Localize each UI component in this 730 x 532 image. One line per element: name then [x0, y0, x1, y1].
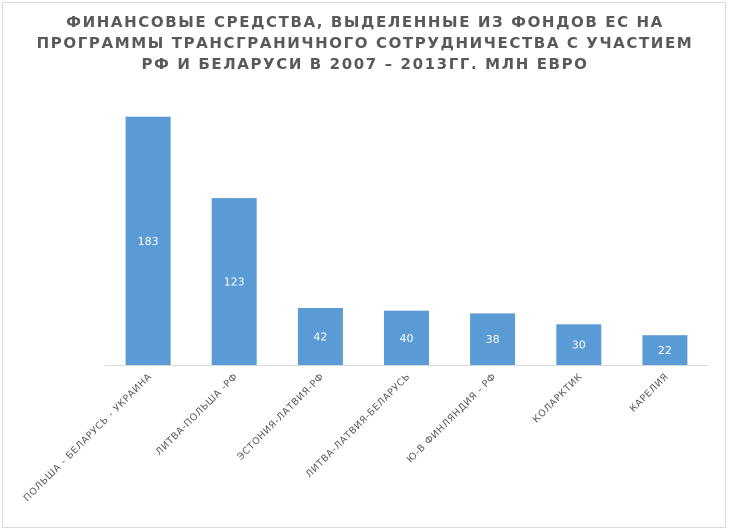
chart-title: ФИНАНСОВЫЕ СРЕДСТВА, ВЫДЕЛЕННЫЕ ИЗ ФОНДО…	[0, 12, 730, 75]
category-label-5: Ю-В ФИНЛЯНДИЯ - РФ	[405, 371, 499, 465]
category-label-7: КАРЕЛИЯ	[628, 371, 671, 414]
bar-7	[642, 335, 688, 365]
category-label-3: ЭСТОНИЯ-ЛАТВИЯ-РФ	[235, 371, 326, 462]
chart-title-line-2: ПРОГРАММЫ ТРАНСГРАНИЧНОГО СОТРУДНИЧЕСТВА…	[36, 34, 694, 52]
bar-value-label-4: 40	[400, 332, 414, 345]
bar-5	[470, 313, 516, 365]
bar-2	[211, 198, 257, 365]
bar-value-label-1: 183	[138, 235, 159, 248]
category-label-1: ПОЛЬША - БЕЛАРУСЬ - УКРАИНА	[22, 371, 155, 504]
category-label-4: ЛИТВА-ЛАТВИЯ-БЕЛАРУСЬ	[304, 371, 413, 480]
bar-value-label-3: 42	[313, 331, 327, 344]
bar-value-label-5: 38	[486, 333, 500, 346]
bar-4	[384, 310, 429, 365]
bar-1	[125, 116, 171, 365]
chart-title-line-1: ФИНАНСОВЫЕ СРЕДСТВА, ВЫДЕЛЕННЫЕ ИЗ ФОНДО…	[66, 13, 664, 31]
bar-value-label-7: 22	[658, 344, 672, 357]
category-label-2: ЛИТВА-ПОЛЬША -РФ	[154, 371, 241, 458]
bar-3	[297, 308, 343, 365]
category-label-6: КОЛАРКТИК	[531, 371, 585, 425]
bar-value-label-6: 30	[572, 339, 586, 352]
chart-title-line-3: РФ И БЕЛАРУСИ В 2007 – 2013ГГ. МЛН ЕВРО	[141, 55, 589, 73]
bar-value-label-2: 123	[224, 276, 245, 289]
bar-6	[556, 324, 602, 365]
